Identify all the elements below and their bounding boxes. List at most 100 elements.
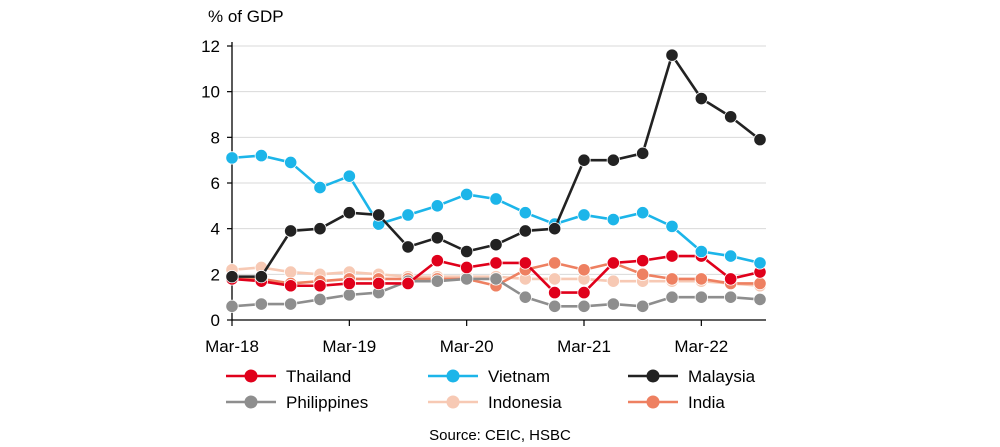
- data-point: [430, 231, 444, 245]
- data-point: [284, 279, 298, 293]
- legend-label: Malaysia: [688, 367, 756, 386]
- data-point: [694, 272, 708, 286]
- legend-label: Thailand: [286, 367, 351, 386]
- data-point: [636, 206, 650, 220]
- data-point: [313, 180, 327, 195]
- series-philippines: [225, 272, 767, 313]
- data-point: [342, 276, 356, 291]
- data-point: [430, 254, 444, 268]
- data-point: [665, 272, 679, 286]
- y-tick-label: 8: [211, 128, 220, 147]
- data-point: [606, 297, 620, 311]
- data-point: [694, 91, 708, 106]
- data-point: [606, 274, 620, 288]
- data-point: [694, 290, 708, 304]
- y-tick-labels: 0 2 4 6 8 10 12: [201, 37, 220, 330]
- legend-item-philippines: Philippines: [226, 393, 368, 412]
- data-point: [548, 222, 562, 236]
- y-tick-label: 4: [211, 220, 220, 239]
- data-point: [636, 146, 650, 160]
- x-tick-label: Mar-20: [440, 337, 494, 356]
- data-point: [606, 153, 620, 167]
- data-point: [489, 238, 503, 252]
- data-point: [694, 244, 708, 259]
- data-point: [313, 222, 327, 236]
- y-tick-label: 6: [211, 174, 220, 193]
- data-point: [254, 149, 268, 163]
- data-point: [636, 299, 650, 313]
- y-tick-label: 0: [211, 311, 220, 330]
- data-point: [489, 192, 503, 206]
- data-point: [577, 263, 591, 277]
- data-point: [548, 285, 562, 300]
- data-point: [460, 260, 474, 275]
- data-point: [254, 297, 268, 311]
- legend-item-thailand: Thailand: [226, 367, 351, 386]
- data-point: [460, 244, 474, 259]
- data-point: [753, 292, 767, 307]
- data-point: [548, 299, 562, 313]
- data-point: [401, 240, 415, 254]
- data-point: [665, 48, 679, 62]
- data-point: [225, 151, 239, 165]
- data-point: [577, 285, 591, 300]
- data-point: [636, 267, 650, 281]
- data-point: [753, 133, 767, 147]
- y-tick-label: 12: [201, 37, 220, 56]
- data-point: [225, 299, 239, 313]
- legend-item-india: India: [628, 393, 725, 412]
- legend-label: Philippines: [286, 393, 368, 412]
- data-point: [284, 297, 298, 311]
- data-point: [489, 272, 503, 286]
- series-group: [225, 48, 767, 313]
- data-point: [636, 254, 650, 268]
- data-point: [372, 276, 386, 291]
- data-point: [518, 290, 532, 304]
- data-point: [724, 272, 738, 286]
- legend-marker: [244, 369, 258, 383]
- legend-marker: [446, 369, 460, 383]
- data-point: [724, 110, 738, 124]
- data-point: [430, 199, 444, 213]
- legend-label: India: [688, 393, 725, 412]
- data-point: [724, 249, 738, 263]
- data-point: [518, 224, 532, 238]
- legend-label: Vietnam: [488, 367, 550, 386]
- data-point: [753, 276, 767, 291]
- legend-marker: [244, 395, 258, 409]
- legend-marker: [646, 395, 660, 409]
- y-tick-label: 10: [201, 83, 220, 102]
- data-point: [606, 212, 620, 227]
- data-point: [372, 208, 386, 222]
- legend-label: Indonesia: [488, 393, 562, 412]
- legend-marker: [646, 369, 660, 383]
- data-point: [225, 270, 239, 284]
- data-point: [284, 155, 298, 170]
- data-point: [313, 292, 327, 307]
- legend: Thailand Vietnam Malaysia Philippines Indone…: [226, 367, 756, 412]
- data-point: [460, 272, 474, 286]
- data-point: [489, 256, 503, 270]
- data-point: [665, 249, 679, 263]
- data-point: [342, 288, 356, 302]
- x-tick-label: Mar-21: [557, 337, 611, 356]
- data-point: [548, 256, 562, 270]
- data-point: [753, 256, 767, 270]
- legend-item-indonesia: Indonesia: [428, 393, 562, 412]
- data-point: [577, 153, 591, 167]
- data-point: [401, 208, 415, 222]
- data-point: [606, 256, 620, 270]
- legend-marker: [446, 395, 460, 409]
- data-point: [284, 265, 298, 279]
- data-point: [313, 279, 327, 293]
- data-point: [518, 256, 532, 270]
- data-point: [577, 299, 591, 313]
- data-point: [665, 219, 679, 233]
- data-point: [724, 290, 738, 304]
- y-axis-label: % of GDP: [208, 7, 284, 26]
- data-point: [518, 206, 532, 220]
- data-point: [548, 272, 562, 286]
- x-tick-label: Mar-22: [674, 337, 728, 356]
- data-point: [284, 224, 298, 238]
